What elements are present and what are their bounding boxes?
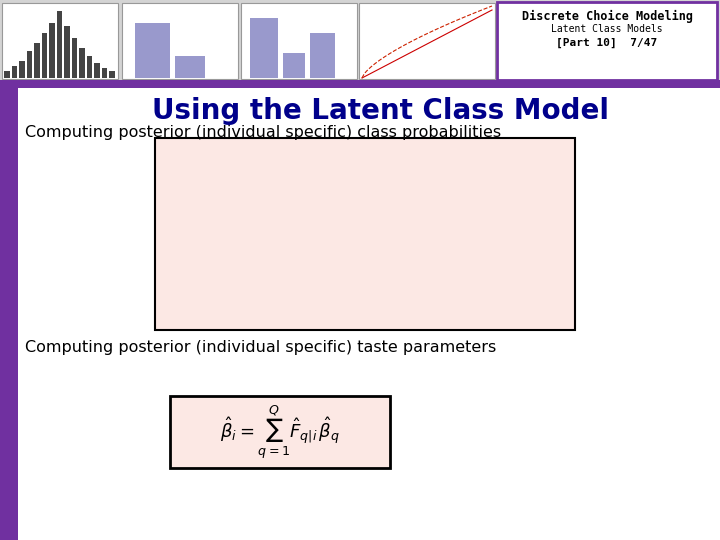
Bar xyxy=(241,3,357,79)
Bar xyxy=(175,56,205,78)
Bar xyxy=(34,43,40,78)
Text: Computing posterior (individual specific) class probabilities: Computing posterior (individual specific… xyxy=(25,125,501,140)
Bar xyxy=(71,38,77,78)
Text: Using the Latent Class Model: Using the Latent Class Model xyxy=(151,97,608,125)
Bar xyxy=(94,63,99,78)
Bar xyxy=(56,10,62,78)
Bar xyxy=(359,3,495,79)
Text: [Part 10]  7/47: [Part 10] 7/47 xyxy=(557,38,657,48)
Bar xyxy=(170,396,390,468)
Bar xyxy=(283,53,305,78)
Bar xyxy=(135,23,170,78)
Bar xyxy=(155,138,575,330)
Bar xyxy=(12,65,17,78)
Bar xyxy=(42,33,47,78)
Text: $\hat{\beta}_i = \sum_{q=1}^{Q} \hat{F}_{q|i}\, \hat{\beta}_q$: $\hat{\beta}_i = \sum_{q=1}^{Q} \hat{F}_… xyxy=(220,403,340,461)
Bar xyxy=(109,71,114,78)
Bar xyxy=(19,60,24,78)
Bar xyxy=(122,3,238,79)
Bar xyxy=(79,48,84,78)
Bar xyxy=(0,0,720,80)
Bar xyxy=(4,71,9,78)
Text: Latent Class Models: Latent Class Models xyxy=(552,24,663,34)
Bar xyxy=(2,3,118,79)
Bar xyxy=(0,88,18,540)
Bar xyxy=(310,33,335,78)
Bar xyxy=(86,56,92,78)
Bar xyxy=(64,25,70,78)
Bar xyxy=(27,51,32,78)
Text: Computing posterior (individual specific) taste parameters: Computing posterior (individual specific… xyxy=(25,340,496,355)
Bar xyxy=(49,23,55,78)
Text: Discrete Choice Modeling: Discrete Choice Modeling xyxy=(521,10,693,23)
Bar xyxy=(102,68,107,78)
Bar xyxy=(497,2,717,80)
Bar xyxy=(0,80,720,88)
Bar xyxy=(250,18,278,78)
